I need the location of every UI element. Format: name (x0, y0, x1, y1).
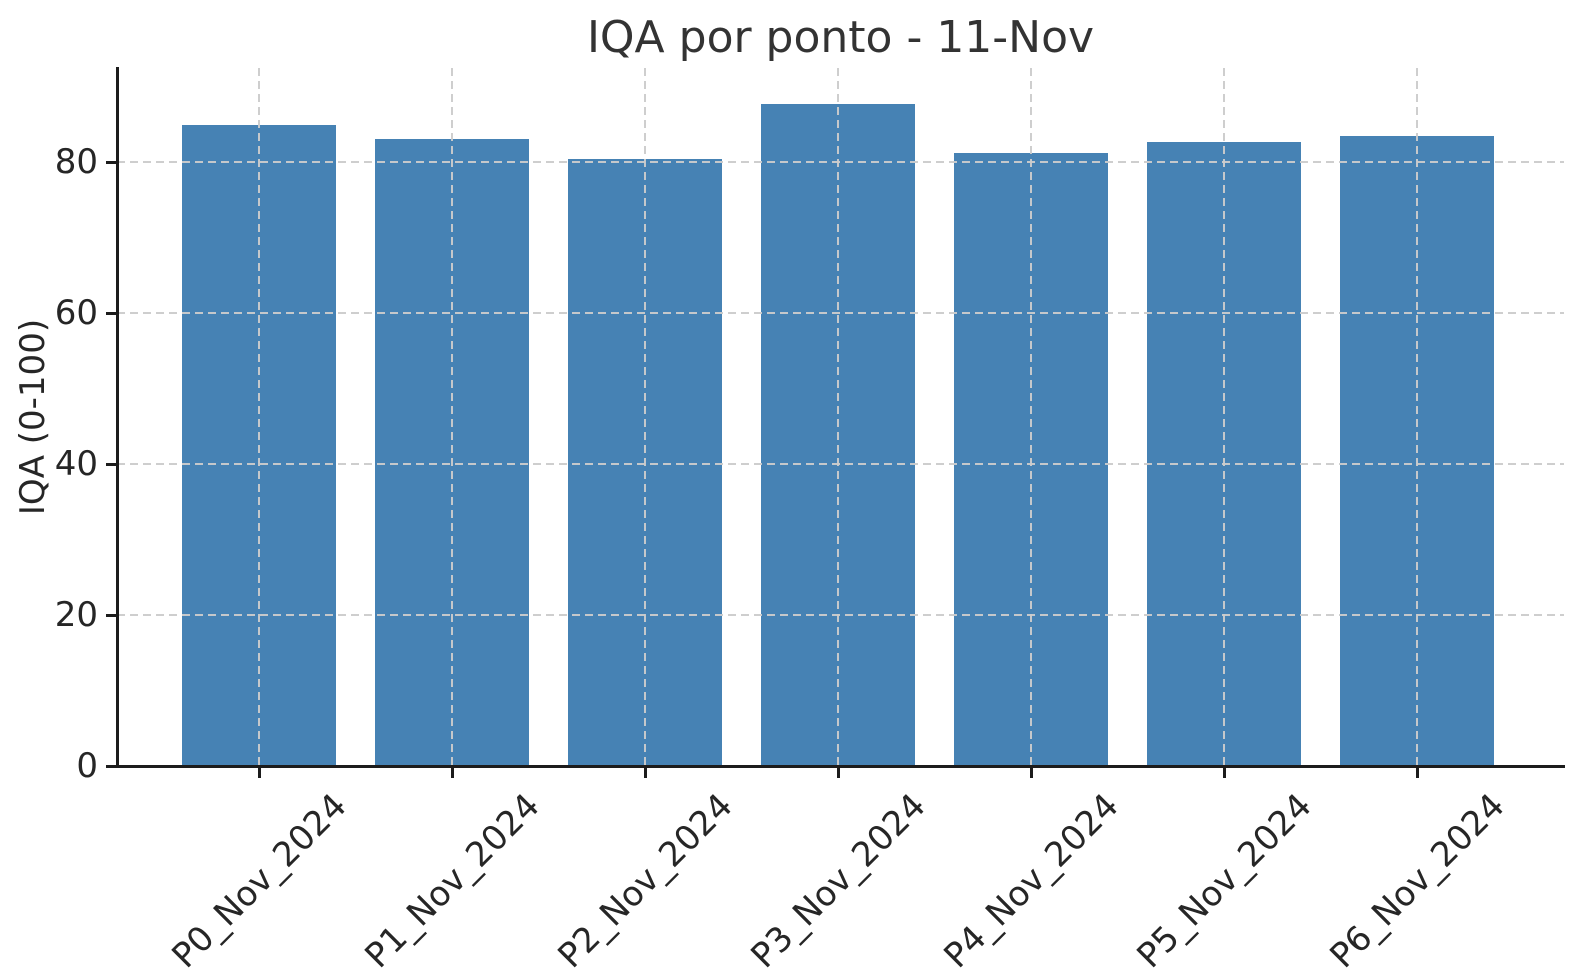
y-tick-60 (106, 311, 116, 315)
gridline-v-P3_Nov_2024 (837, 68, 839, 766)
y-axis-label: IQA (0-100) (13, 318, 53, 516)
y-tick-80 (106, 160, 116, 164)
y-tick-label-0: 0 (76, 746, 98, 786)
x-tick-P1_Nov_2024 (451, 768, 454, 778)
x-tick-label-P5_Nov_2024: P5_Nov_2024 (1128, 785, 1320, 977)
x-tick-P4_Nov_2024 (1030, 768, 1033, 778)
y-tick-0 (106, 765, 116, 768)
gridline-v-P5_Nov_2024 (1223, 68, 1225, 766)
x-tick-P2_Nov_2024 (644, 768, 647, 778)
y-tick-20 (106, 613, 116, 617)
gridline-v-P6_Nov_2024 (1416, 68, 1418, 766)
y-tick-label-20: 20 (54, 594, 98, 635)
x-tick-label-P2_Nov_2024: P2_Nov_2024 (549, 785, 741, 977)
gridline-h-20 (117, 613, 1564, 616)
gridline-v-P2_Nov_2024 (644, 68, 646, 766)
y-axis-spine (116, 67, 119, 767)
gridline-v-P1_Nov_2024 (451, 68, 453, 766)
x-tick-P3_Nov_2024 (837, 768, 840, 778)
x-tick-label-P0_Nov_2024: P0_Nov_2024 (163, 785, 355, 977)
x-tick-P0_Nov_2024 (258, 768, 261, 778)
gridline-h-80 (117, 160, 1564, 163)
gridline-h-60 (117, 311, 1564, 314)
gridline-h-40 (117, 462, 1564, 465)
x-tick-label-P3_Nov_2024: P3_Nov_2024 (742, 785, 934, 977)
gridline-v-P4_Nov_2024 (1030, 68, 1032, 766)
y-tick-label-80: 80 (54, 141, 98, 182)
y-tick-label-60: 60 (54, 292, 98, 333)
y-tick-40 (106, 462, 116, 466)
chart-title: IQA por ponto - 11-Nov (586, 12, 1095, 63)
x-tick-P5_Nov_2024 (1223, 768, 1226, 778)
x-tick-label-P1_Nov_2024: P1_Nov_2024 (356, 785, 548, 977)
x-axis-spine (116, 765, 1565, 768)
x-tick-label-P4_Nov_2024: P4_Nov_2024 (935, 785, 1127, 977)
x-tick-P6_Nov_2024 (1416, 768, 1419, 778)
gridline-v-P0_Nov_2024 (258, 68, 260, 766)
y-tick-label-40: 40 (54, 443, 98, 484)
x-tick-label-P6_Nov_2024: P6_Nov_2024 (1321, 785, 1513, 977)
